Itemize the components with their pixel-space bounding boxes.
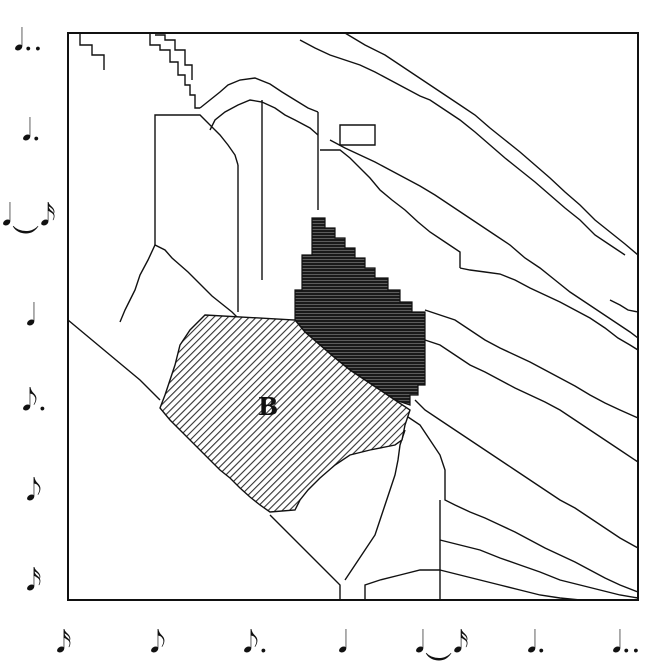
y-axis-symbol-4: 𝅘𝅥 bbox=[26, 298, 36, 333]
x-axis: 𝅘𝅥𝅯 𝅘𝅥𝅮 𝅘𝅥𝅮. 𝅘𝅥 𝅘𝅥‿𝅘𝅥𝅯 𝅘𝅥. 𝅘𝅥.. bbox=[56, 625, 641, 660]
x-axis-symbol-1: 𝅘𝅥𝅯 bbox=[56, 625, 72, 660]
y-axis: 𝅘𝅥.. 𝅘𝅥. 𝅘𝅥‿𝅘𝅥𝅯 𝅘𝅥 𝅘𝅥𝅮. 𝅘𝅥𝅮 𝅘𝅥𝅯 bbox=[2, 23, 56, 598]
x-axis-symbol-3: 𝅘𝅥𝅮. bbox=[243, 625, 268, 660]
y-axis-symbol-3: 𝅘𝅥‿𝅘𝅥𝅯 bbox=[2, 198, 56, 233]
x-axis-symbol-7: 𝅘𝅥.. bbox=[612, 625, 641, 660]
x-axis-symbol-6: 𝅘𝅥. bbox=[527, 625, 546, 660]
region-b bbox=[159, 314, 411, 513]
y-axis-symbol-2: 𝅘𝅥. bbox=[22, 113, 41, 148]
plot-frame bbox=[67, 32, 639, 601]
y-axis-symbol-1: 𝅘𝅥.. bbox=[14, 23, 43, 58]
x-axis-symbol-4: 𝅘𝅥 bbox=[338, 625, 348, 660]
region-boundaries bbox=[67, 32, 639, 601]
y-axis-symbol-5: 𝅘𝅥𝅮. bbox=[22, 383, 47, 418]
x-axis-symbol-2: 𝅘𝅥𝅮 bbox=[150, 625, 166, 660]
x-axis-symbol-5: 𝅘𝅥‿𝅘𝅥𝅯 bbox=[415, 625, 469, 660]
y-axis-symbol-6: 𝅘𝅥𝅮 bbox=[26, 473, 42, 508]
y-axis-symbol-7: 𝅘𝅥𝅯 bbox=[26, 563, 42, 598]
region-b-label: B bbox=[258, 392, 278, 421]
